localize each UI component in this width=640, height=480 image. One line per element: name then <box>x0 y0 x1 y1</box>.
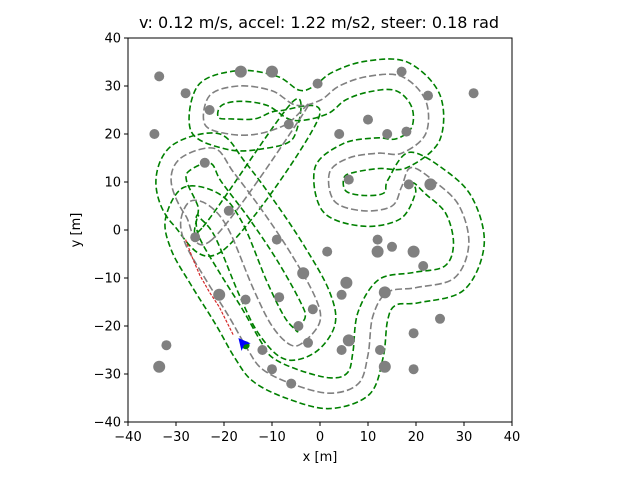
obstacle-point <box>468 88 479 99</box>
obstacle-point <box>153 360 166 373</box>
trajectory-line <box>185 239 235 336</box>
y-axis: −40 −30 −20 −10 0 10 20 30 40 <box>94 32 128 431</box>
y-tick-label: −10 <box>94 272 121 287</box>
obstacle-point <box>378 360 391 373</box>
obstacle-point <box>403 179 414 190</box>
track-boundary-outer <box>155 88 455 379</box>
x-tick-label: −40 <box>114 430 141 445</box>
obstacle-point <box>372 234 383 245</box>
x-tick-label: −20 <box>210 430 237 445</box>
obstacle-point <box>307 304 318 315</box>
obstacle-point <box>378 286 391 299</box>
y-tick-label: 30 <box>104 80 121 95</box>
x-tick-label: 30 <box>456 430 473 445</box>
obstacle-point <box>190 232 201 243</box>
track-centerline <box>170 73 470 395</box>
obstacle-point <box>199 157 210 168</box>
y-tick-label: −30 <box>94 368 121 383</box>
obstacle-point <box>149 129 160 139</box>
obstacle-point <box>343 174 354 185</box>
obstacle-point <box>418 261 429 271</box>
obstacle-point <box>423 90 433 101</box>
y-tick-label: 20 <box>104 128 121 143</box>
obstacle-point <box>286 378 297 389</box>
obstacle-point <box>267 364 277 375</box>
obstacle-point <box>408 328 419 339</box>
y-tick-label: −20 <box>94 320 121 335</box>
obstacle-point <box>223 205 234 216</box>
x-tick-label: −30 <box>162 430 189 445</box>
obstacle-point <box>312 78 323 89</box>
obstacle-point <box>283 119 294 130</box>
obstacle-point <box>396 66 407 77</box>
obstacle-point <box>293 321 304 331</box>
plot-area <box>149 58 486 410</box>
obstacle-point <box>234 65 247 78</box>
obstacle-point <box>213 288 226 301</box>
obstacle-point <box>274 292 285 303</box>
obstacle-point <box>336 345 347 355</box>
x-axis: −40 −30 −20 −10 0 10 20 30 40 <box>114 422 520 445</box>
obstacle-point <box>401 126 412 137</box>
obstacle-point <box>387 241 397 252</box>
chart-title: v: 0.12 m/s, accel: 1.22 m/s2, steer: 0.… <box>139 13 499 32</box>
obstacle-point <box>371 245 384 258</box>
obstacle-point <box>334 129 345 139</box>
obstacle-point <box>297 267 310 280</box>
obstacle-point <box>180 88 191 99</box>
x-tick-label: 20 <box>408 430 425 445</box>
obstacle-point <box>408 364 419 375</box>
y-tick-label: 40 <box>104 32 121 47</box>
obstacle-point <box>303 337 313 348</box>
obstacle-point <box>382 129 393 139</box>
obstacle-point <box>342 334 355 347</box>
x-tick-label: 40 <box>504 430 521 445</box>
y-tick-label: −40 <box>94 416 121 431</box>
x-tick-label: 10 <box>360 430 377 445</box>
y-tick-label: 10 <box>104 176 121 191</box>
y-axis-label: y [m] <box>69 213 84 248</box>
obstacle-point <box>154 71 165 82</box>
x-tick-label: 0 <box>316 430 324 445</box>
obstacle-point <box>424 178 437 191</box>
obstacle-point <box>266 65 278 78</box>
obstacle-point <box>271 234 282 245</box>
x-axis-label: x [m] <box>303 450 338 465</box>
obstacle-point <box>257 345 268 355</box>
obstacle-point <box>363 114 373 125</box>
plot-content <box>149 58 486 410</box>
obstacle-point <box>435 313 445 324</box>
obstacle-point <box>204 105 215 115</box>
obstacle-point <box>322 246 333 257</box>
obstacle-point <box>340 276 353 289</box>
obstacle-point <box>240 294 251 305</box>
x-tick-label: −10 <box>258 430 285 445</box>
obstacle-point <box>407 245 420 258</box>
obstacle-point <box>375 345 385 355</box>
y-tick-label: 0 <box>113 224 121 239</box>
obstacle-point <box>336 289 347 300</box>
obstacle-point <box>161 340 172 351</box>
vehicle-arrow <box>238 338 251 352</box>
